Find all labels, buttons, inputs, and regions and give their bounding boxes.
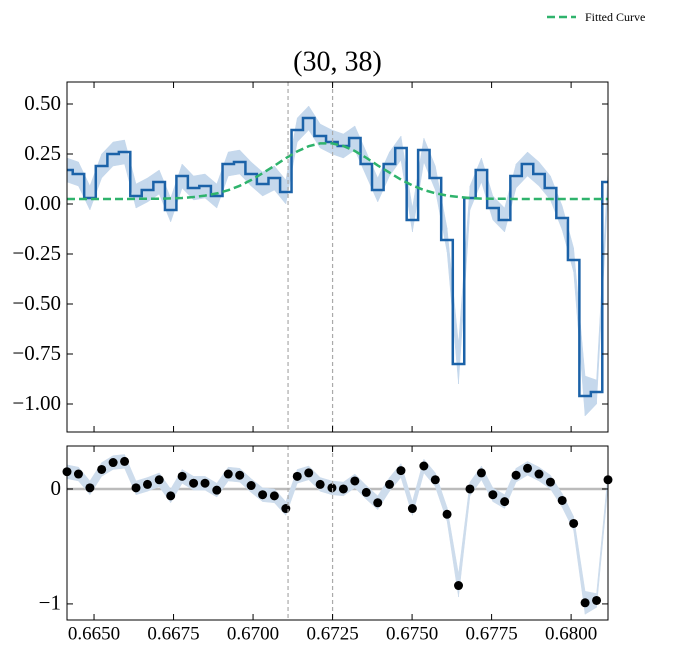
residual-point (592, 595, 602, 605)
error-band (596, 472, 609, 608)
residual-point (476, 468, 486, 478)
residual-point (545, 477, 555, 487)
residual-point (385, 479, 395, 489)
residual-point (511, 470, 521, 480)
residual-point (361, 487, 371, 497)
residual-point (454, 581, 464, 591)
residual-point (189, 478, 199, 488)
residual-point (120, 456, 130, 466)
residual-point (131, 483, 141, 493)
fitted-curve (67, 142, 608, 201)
y-tick-label: −1.00 (12, 391, 61, 415)
x-tick-label: 0.6775 (465, 623, 517, 644)
residual-point (177, 471, 187, 481)
residual-point (419, 461, 429, 471)
y-tick-label: 0.50 (24, 91, 61, 115)
residual-point (430, 475, 440, 485)
y-tick-label: −0.50 (12, 291, 61, 315)
residual-point (315, 479, 325, 489)
residual-point (258, 490, 268, 500)
residual-point (235, 470, 245, 480)
y-tick-label: −0.75 (12, 341, 61, 365)
residual-point (142, 479, 152, 489)
axes-frame (66, 81, 609, 433)
residual-point (166, 491, 176, 501)
residual-point (534, 469, 544, 479)
y-tick-label: 0 (51, 476, 62, 500)
legend-label: Fitted Curve (585, 10, 645, 24)
residual-point (580, 598, 590, 608)
x-tick-label: 0.6725 (306, 623, 358, 644)
residual-point (223, 469, 233, 479)
residual-point (557, 495, 567, 505)
residual-point (327, 483, 337, 493)
axes-frame (66, 445, 609, 621)
x-tick-label: 0.6650 (68, 623, 120, 644)
residual-point (281, 504, 291, 514)
residual-point (212, 485, 222, 495)
residual-point (304, 468, 314, 478)
residual-point (73, 469, 83, 479)
residual-point (569, 518, 579, 528)
residual-point (154, 475, 164, 485)
residual-point (338, 484, 348, 494)
residual-point (269, 491, 279, 501)
residual-point (246, 481, 256, 491)
x-tick-label: 0.6675 (147, 623, 199, 644)
residual-point (373, 498, 383, 508)
residual-point (523, 463, 533, 473)
residual-point (407, 504, 417, 514)
residual-point (396, 466, 406, 476)
x-tick-label: 0.6800 (545, 623, 597, 644)
residual-point (292, 471, 302, 481)
chart-title: (30, 38) (293, 46, 382, 77)
y-tick-label: −0.25 (12, 241, 61, 265)
residual-point (200, 478, 210, 488)
residual-point (85, 483, 95, 493)
error-band (458, 482, 471, 598)
y-tick-label: −1 (39, 591, 61, 615)
x-tick-label: 0.6750 (386, 623, 438, 644)
residual-point (442, 509, 452, 519)
residual-point (465, 484, 475, 494)
y-tick-label: 0.00 (24, 191, 61, 215)
residual-point (350, 476, 360, 486)
residual-point (488, 490, 498, 500)
y-tick-label: 0.25 (24, 141, 61, 165)
residual-point (108, 458, 118, 468)
residual-point (97, 464, 107, 474)
residual-point (500, 497, 510, 507)
x-tick-label: 0.6700 (227, 623, 279, 644)
